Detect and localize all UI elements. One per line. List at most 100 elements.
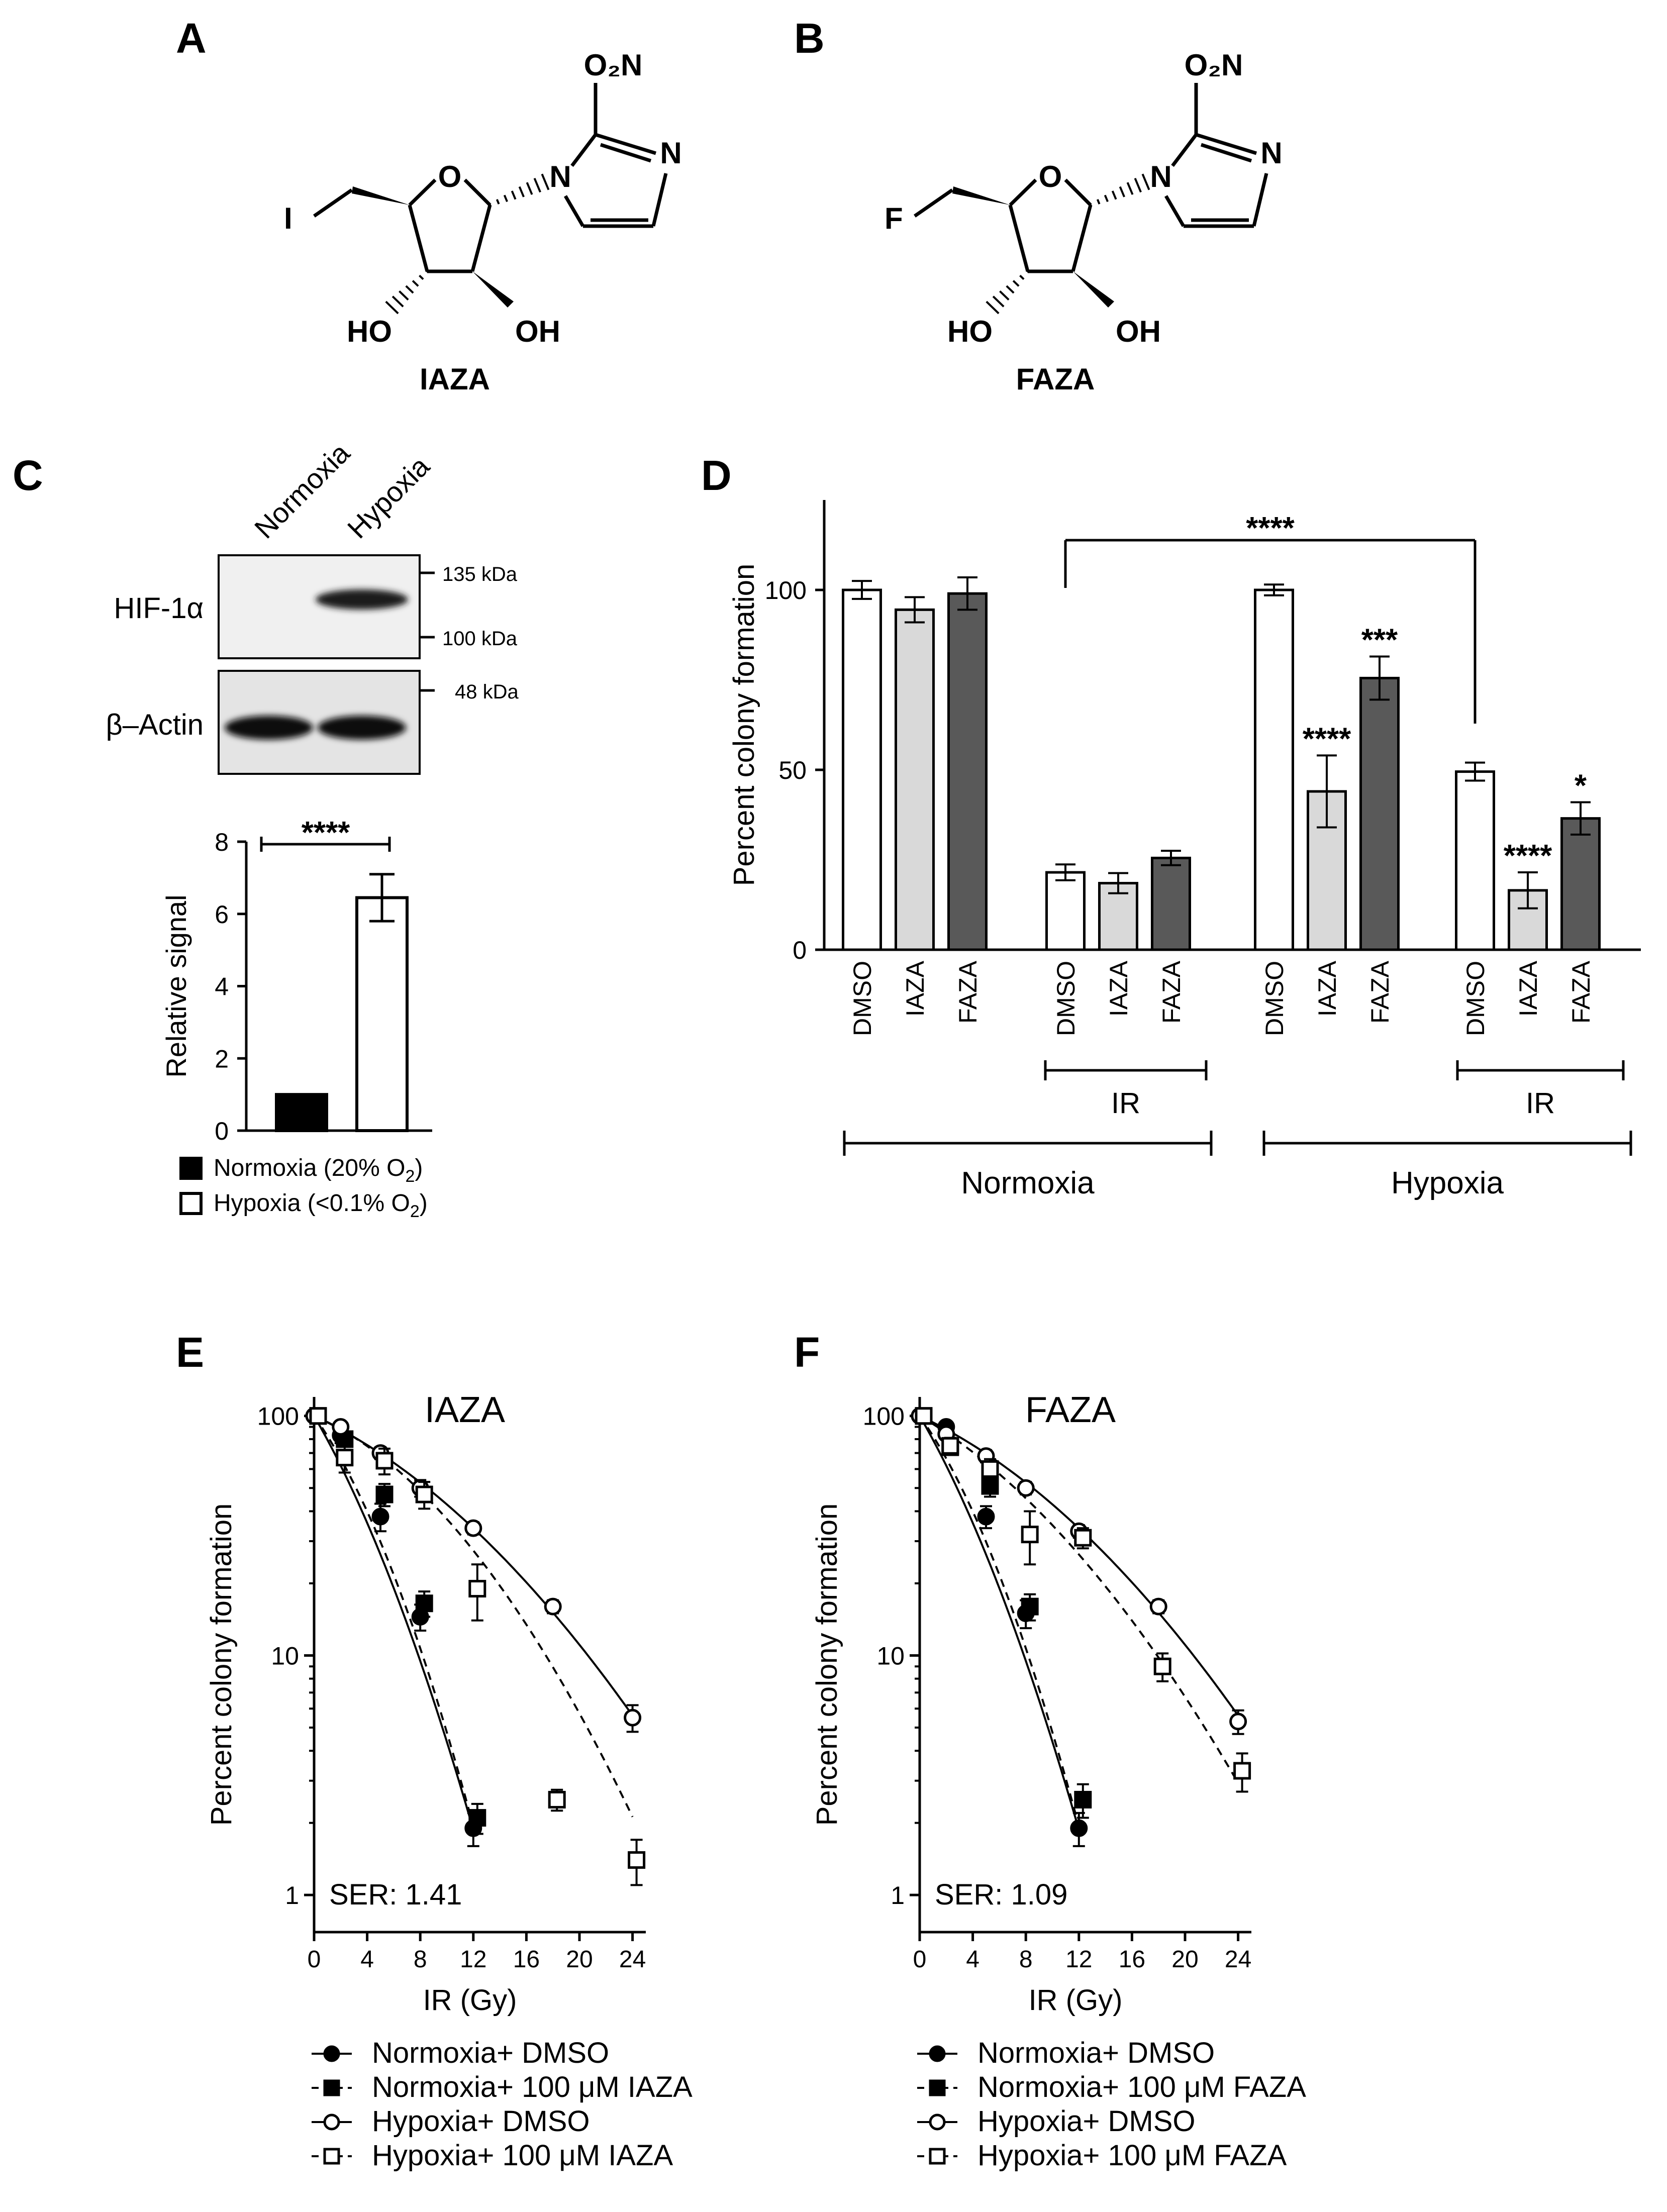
x-tick-label: FAZA bbox=[1567, 960, 1595, 1024]
x-tick-label: 4 bbox=[360, 1946, 374, 1973]
wedge-ch2 bbox=[952, 186, 1010, 205]
fit-curve bbox=[314, 1415, 634, 1818]
x-tick-label: DMSO bbox=[1260, 961, 1289, 1036]
ir-label: IR bbox=[1111, 1087, 1140, 1120]
imid-bond bbox=[1200, 143, 1252, 163]
x-tick-label: 20 bbox=[1171, 1946, 1198, 1973]
legend-paren: ) bbox=[415, 1155, 423, 1181]
hashed-bond-n bbox=[511, 190, 517, 200]
wedge-oh bbox=[1073, 271, 1114, 308]
imid-bond bbox=[600, 143, 652, 163]
imid-bond bbox=[570, 133, 597, 167]
data-point bbox=[468, 1580, 486, 1598]
nitro-label: O₂N bbox=[1185, 48, 1243, 82]
data-point bbox=[1074, 1529, 1092, 1547]
x-tick-label: FAZA bbox=[1366, 960, 1394, 1024]
bar bbox=[1045, 871, 1086, 951]
hashed-bond-n bbox=[1089, 203, 1093, 207]
data-point bbox=[628, 1851, 646, 1869]
data-point bbox=[1074, 1790, 1092, 1808]
x-tick-label: DMSO bbox=[1052, 961, 1080, 1036]
bar bbox=[947, 592, 988, 951]
hashed-bond-ho bbox=[391, 295, 404, 308]
row-label-actin: β–Actin bbox=[106, 709, 204, 741]
imid-bond bbox=[1195, 133, 1257, 155]
x-axis-label: IR (Gy) bbox=[423, 1984, 517, 2017]
wedge-oh bbox=[472, 271, 514, 308]
compound-name: FAZA bbox=[1016, 362, 1095, 396]
x-tick-label: IAZA bbox=[1514, 960, 1542, 1017]
bar-0 bbox=[275, 1093, 328, 1132]
data-point bbox=[309, 1407, 327, 1425]
data-point bbox=[544, 1597, 562, 1616]
data-point bbox=[1021, 1597, 1039, 1616]
imid-bond bbox=[1164, 195, 1186, 227]
imidazole-n1: N bbox=[1150, 160, 1171, 193]
x-tick-label: 20 bbox=[566, 1946, 593, 1973]
data-point bbox=[1233, 1762, 1251, 1780]
imid-bond bbox=[651, 173, 668, 227]
halogen-label: F bbox=[885, 202, 903, 235]
y-tick-label: 100 bbox=[765, 576, 807, 605]
legend-swatch bbox=[179, 1192, 203, 1215]
data-point bbox=[415, 1594, 433, 1613]
data-point bbox=[548, 1790, 566, 1808]
ir-label: IR bbox=[1526, 1087, 1555, 1120]
condition-label: Normoxia bbox=[961, 1166, 1095, 1200]
legend-subscript: 2 bbox=[410, 1202, 420, 1221]
bond-ch2-halogen bbox=[914, 188, 953, 218]
data-point bbox=[624, 1708, 642, 1727]
legend-paren: ) bbox=[420, 1190, 428, 1217]
hashed-bond-n bbox=[1096, 199, 1101, 205]
hashed-bond-ho bbox=[986, 300, 1000, 315]
x-tick-label: 0 bbox=[913, 1946, 927, 1973]
x-tick-label: 24 bbox=[619, 1946, 646, 1973]
y-tick-label: 0 bbox=[215, 1117, 229, 1145]
ring-bond bbox=[1008, 205, 1030, 272]
data-point bbox=[1021, 1526, 1039, 1544]
y-tick-label: 100 bbox=[257, 1402, 299, 1431]
x-tick-label: 8 bbox=[1019, 1946, 1033, 1973]
wedge-ch2 bbox=[352, 186, 410, 205]
sig-label: **** bbox=[1504, 839, 1552, 873]
panel-label-e: E bbox=[176, 1329, 204, 1376]
legend-text: Normoxia (20% O bbox=[214, 1155, 405, 1181]
faza-structure: O F HO OH FAZA N N O₂N bbox=[885, 48, 1283, 396]
bar bbox=[1359, 676, 1400, 951]
marker-135: 135 kDa bbox=[442, 563, 518, 585]
y-tick-label: 0 bbox=[793, 936, 807, 964]
y-tick-label: 2 bbox=[215, 1045, 229, 1073]
ring-bond bbox=[408, 205, 429, 272]
hashed-bond-ho bbox=[425, 269, 429, 273]
hashed-bond-n bbox=[518, 186, 525, 197]
imidazole-n3: N bbox=[1260, 136, 1282, 170]
data-point bbox=[915, 1407, 933, 1425]
x-tick-label: 0 bbox=[308, 1946, 321, 1973]
sig-label: *** bbox=[1361, 623, 1398, 657]
legend-text: Hypoxia (<0.1% O bbox=[214, 1190, 410, 1217]
bar bbox=[895, 608, 935, 951]
data-point bbox=[336, 1449, 354, 1467]
y-axis-label: Relative signal bbox=[160, 894, 192, 1077]
x-tick-label: 16 bbox=[513, 1946, 540, 1973]
y-tick-label: 6 bbox=[215, 900, 229, 929]
bar bbox=[1254, 588, 1294, 951]
bond-ch2-halogen bbox=[313, 188, 353, 218]
x-tick-label: 24 bbox=[1225, 1946, 1251, 1973]
ring-bond bbox=[1009, 178, 1037, 207]
data-point bbox=[1070, 1819, 1088, 1837]
legend-marker bbox=[323, 2079, 340, 2096]
data-point bbox=[468, 1809, 486, 1827]
hashed-bond-n bbox=[1111, 190, 1117, 200]
fit-curve bbox=[919, 1415, 1239, 1717]
legend-marker bbox=[929, 2114, 946, 2131]
legend-label: Normoxia+ DMSO bbox=[372, 2037, 609, 2069]
x-tick-label: DMSO bbox=[1461, 961, 1490, 1036]
legend-swatch bbox=[179, 1157, 203, 1180]
y-axis-label: Percent colony formation bbox=[728, 564, 760, 886]
data-point bbox=[332, 1418, 350, 1436]
x-tick-label: DMSO bbox=[848, 961, 876, 1036]
hashed-bond-ho bbox=[1006, 285, 1015, 294]
legend-label: Hypoxia+ 100 μM FAZA bbox=[977, 2139, 1287, 2172]
